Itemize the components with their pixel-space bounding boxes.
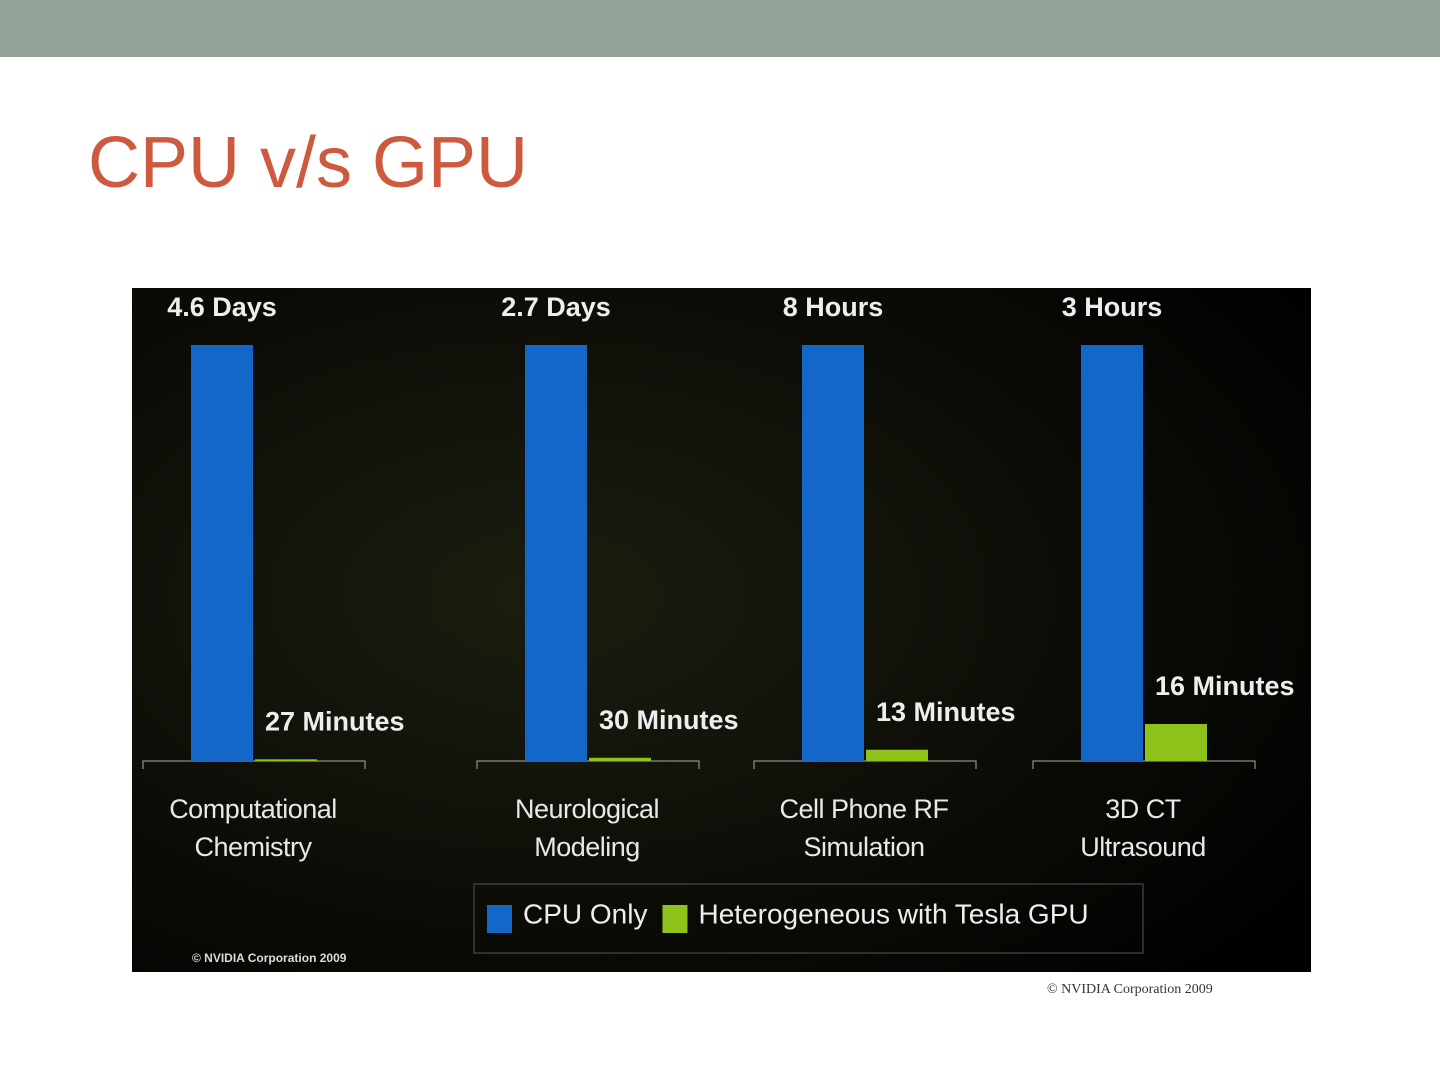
- legend-label: CPU Only: [523, 898, 647, 929]
- category-label: Cell Phone RF Simulation: [779, 794, 949, 862]
- value-label: 16 Minutes: [1155, 671, 1295, 701]
- category-label: 3D CT Ultrasound: [1080, 794, 1206, 862]
- value-label: 2.7 Days: [501, 292, 611, 322]
- category-axis: [142, 760, 366, 769]
- category-label: Computational Chemistry: [169, 794, 337, 862]
- bar: [1081, 345, 1143, 761]
- header-bar: [0, 0, 1440, 57]
- legend-label: Heterogeneous with Tesla GPU: [698, 898, 1088, 929]
- bar: [1145, 724, 1207, 761]
- value-label: 3 Hours: [1062, 292, 1163, 322]
- legend-box: [473, 883, 1144, 954]
- bar: [802, 345, 864, 761]
- watermark: © NVIDIA Corporation 2009: [192, 951, 347, 965]
- bar: [866, 749, 928, 761]
- value-label: 13 Minutes: [876, 697, 1016, 727]
- value-label: 4.6 Days: [167, 292, 277, 322]
- bar: [589, 757, 651, 761]
- category-axis: [476, 760, 700, 769]
- slide-title: CPU v/s GPU: [88, 123, 528, 203]
- value-label: 8 Hours: [783, 292, 884, 322]
- legend-swatch: [662, 905, 688, 933]
- bar: [191, 345, 253, 761]
- bar: [255, 759, 317, 761]
- caption: © NVIDIA Corporation 2009: [1047, 982, 1213, 997]
- category-label: Neurological Modeling: [514, 794, 660, 862]
- category-axis: [753, 760, 977, 769]
- legend-swatch: [487, 905, 512, 933]
- category-axis: [1032, 760, 1256, 769]
- bar: [525, 345, 587, 761]
- value-label: 30 Minutes: [599, 705, 739, 735]
- value-label: 27 Minutes: [265, 706, 405, 736]
